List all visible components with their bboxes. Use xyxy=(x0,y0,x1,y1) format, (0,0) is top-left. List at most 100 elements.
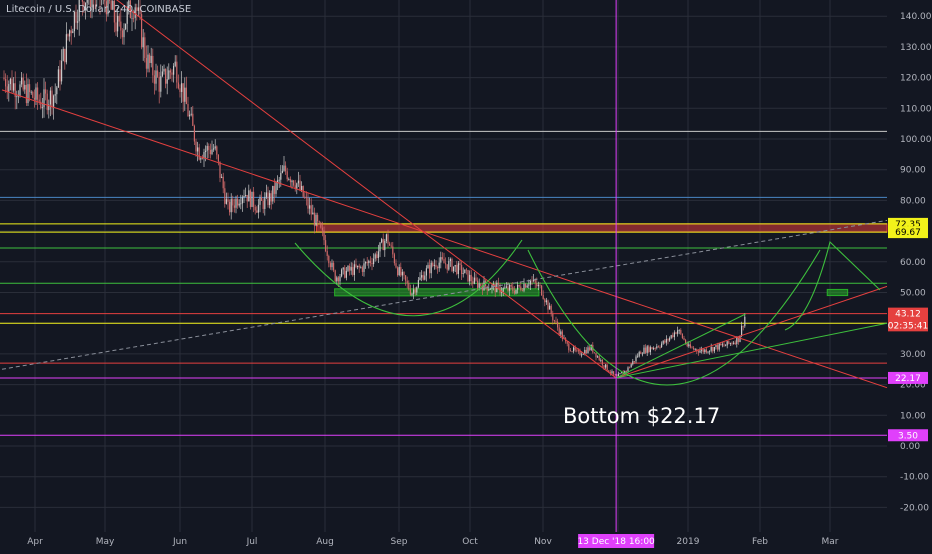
candle-body xyxy=(518,284,520,287)
candle-body xyxy=(686,343,688,346)
candle-body xyxy=(499,284,501,293)
candle-body xyxy=(600,359,602,361)
time-tag xyxy=(578,534,655,548)
candle-body xyxy=(704,349,706,353)
candle-body xyxy=(163,68,165,72)
trendline xyxy=(1,219,888,370)
candle-body xyxy=(689,344,691,348)
candle-body xyxy=(691,347,693,349)
candle-body xyxy=(325,240,327,252)
price-tick-label: 90.00 xyxy=(900,166,926,176)
candle-body xyxy=(299,180,301,190)
candle-body xyxy=(169,70,171,73)
candle-body xyxy=(9,78,11,85)
price-tag-label: 69.67 xyxy=(895,228,921,238)
candle-body xyxy=(248,190,250,202)
time-tick-label: Mar xyxy=(822,537,839,547)
candle-body xyxy=(609,372,611,374)
candle-body xyxy=(153,75,155,84)
candle-body xyxy=(128,0,130,9)
candle-body xyxy=(613,371,615,375)
candle-body xyxy=(245,195,247,197)
candle-body xyxy=(206,146,208,151)
candle-body xyxy=(382,239,384,251)
candle-body xyxy=(259,197,261,205)
candle-body xyxy=(590,344,592,351)
candle-body xyxy=(504,287,506,289)
candle-body xyxy=(86,0,88,3)
candle-body xyxy=(707,351,709,353)
candle-body xyxy=(555,320,557,322)
price-tag xyxy=(888,307,928,320)
price-tick-label: 80.00 xyxy=(900,196,926,206)
candle-body xyxy=(605,364,607,368)
candle-body xyxy=(595,352,597,358)
candle-body xyxy=(561,331,563,339)
candle-body xyxy=(659,347,661,348)
candle-body xyxy=(416,287,418,293)
price-tick-label: 130.00 xyxy=(900,43,932,53)
candle-body xyxy=(269,193,271,206)
candle-body xyxy=(696,349,698,352)
candle-body xyxy=(374,254,376,259)
candle-body xyxy=(478,283,480,288)
price-tag xyxy=(888,371,928,384)
candle-body xyxy=(120,21,122,31)
candle-body xyxy=(597,356,599,358)
price-tick-label: 50.00 xyxy=(900,289,926,299)
candle-body xyxy=(363,263,365,272)
candle-body xyxy=(670,335,672,338)
candle-body xyxy=(525,283,527,288)
candle-body xyxy=(491,285,493,289)
candle-body xyxy=(254,206,256,211)
candle-body xyxy=(657,346,659,348)
candle-body xyxy=(661,343,663,348)
price-tick-label: 110.00 xyxy=(900,104,932,114)
candle-body xyxy=(739,335,741,342)
candle-body xyxy=(189,114,191,117)
trendline xyxy=(116,0,617,379)
candle-body xyxy=(465,269,467,271)
candle-body xyxy=(593,352,595,354)
candle-body xyxy=(115,22,117,32)
candle-body xyxy=(195,141,197,152)
candle-body xyxy=(702,349,704,353)
candle-body xyxy=(56,87,58,95)
candle-body xyxy=(177,82,179,89)
candle-body xyxy=(16,96,18,98)
candle-body xyxy=(121,30,123,38)
candle-body xyxy=(329,263,331,268)
candle-body xyxy=(304,196,306,198)
candle-body xyxy=(437,267,439,269)
candle-body xyxy=(411,293,413,295)
time-tag-label: 13 Dec '18 16:00 xyxy=(577,537,655,547)
candle-body xyxy=(209,150,211,155)
candle-body xyxy=(126,8,128,24)
candle-body xyxy=(581,354,583,356)
candle-body xyxy=(632,361,634,365)
candle-body xyxy=(457,263,459,274)
candle-body xyxy=(419,277,421,281)
candle-body xyxy=(427,265,429,269)
candle-body xyxy=(5,79,7,87)
trendline xyxy=(615,285,888,379)
candle-body xyxy=(78,0,80,22)
candle-body xyxy=(46,93,48,111)
candle-body xyxy=(81,0,83,2)
time-tick-label: Oct xyxy=(462,537,478,547)
candle-body xyxy=(673,332,675,338)
candle-body xyxy=(147,54,149,69)
candle-body xyxy=(187,104,189,117)
price-tag-label: 3.50 xyxy=(898,431,918,441)
price-tag-label: 72.35 xyxy=(895,220,921,230)
candle-body xyxy=(397,267,399,276)
candle-body xyxy=(221,176,223,178)
candle-body xyxy=(150,55,152,63)
candle-body xyxy=(470,274,472,282)
candle-body xyxy=(705,349,707,353)
candle-body xyxy=(731,343,733,344)
candle-body xyxy=(512,286,514,291)
candle-body xyxy=(395,263,397,268)
